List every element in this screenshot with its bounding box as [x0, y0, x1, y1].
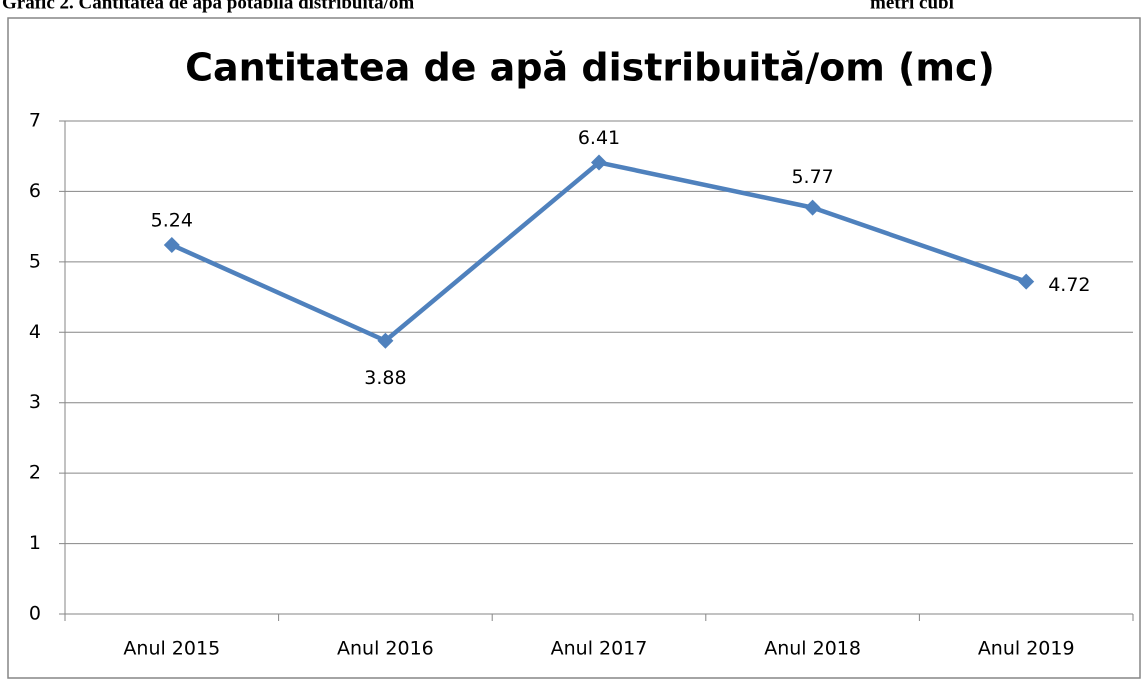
y-tick-label: 3 [29, 391, 41, 413]
marker [804, 199, 821, 216]
data-label: 3.88 [364, 367, 406, 389]
caption: Grafic 2. Cantitatea de apă potabilă dis… [2, 0, 414, 13]
y-tick-label: 0 [29, 603, 41, 625]
x-tick-label: Anul 2016 [337, 638, 434, 660]
marker [1018, 273, 1035, 290]
y-tick-label: 5 [29, 250, 41, 272]
x-tick-label: Anul 2015 [123, 638, 220, 660]
unit-note: metri cubi [870, 0, 954, 13]
chart-title: Cantitatea de apă distribuită/om (mc) [185, 46, 995, 90]
marker [591, 154, 607, 171]
marker [163, 236, 180, 253]
x-tick-label: Anul 2017 [551, 638, 648, 660]
y-tick-label: 7 [29, 110, 41, 132]
data-label: 4.72 [1048, 274, 1090, 296]
x-tick-label: Anul 2018 [764, 638, 861, 660]
data-label: 5.24 [151, 209, 193, 231]
y-tick-label: 1 [29, 532, 41, 554]
x-tick-label: Anul 2019 [978, 638, 1075, 660]
y-tick-label: 2 [29, 462, 41, 484]
y-tick-label: 4 [29, 321, 41, 343]
data-label: 5.77 [791, 166, 833, 188]
data-label: 6.41 [578, 127, 620, 149]
chart-frame [7, 17, 1141, 679]
marker [377, 332, 394, 349]
y-tick-label: 6 [29, 180, 41, 202]
